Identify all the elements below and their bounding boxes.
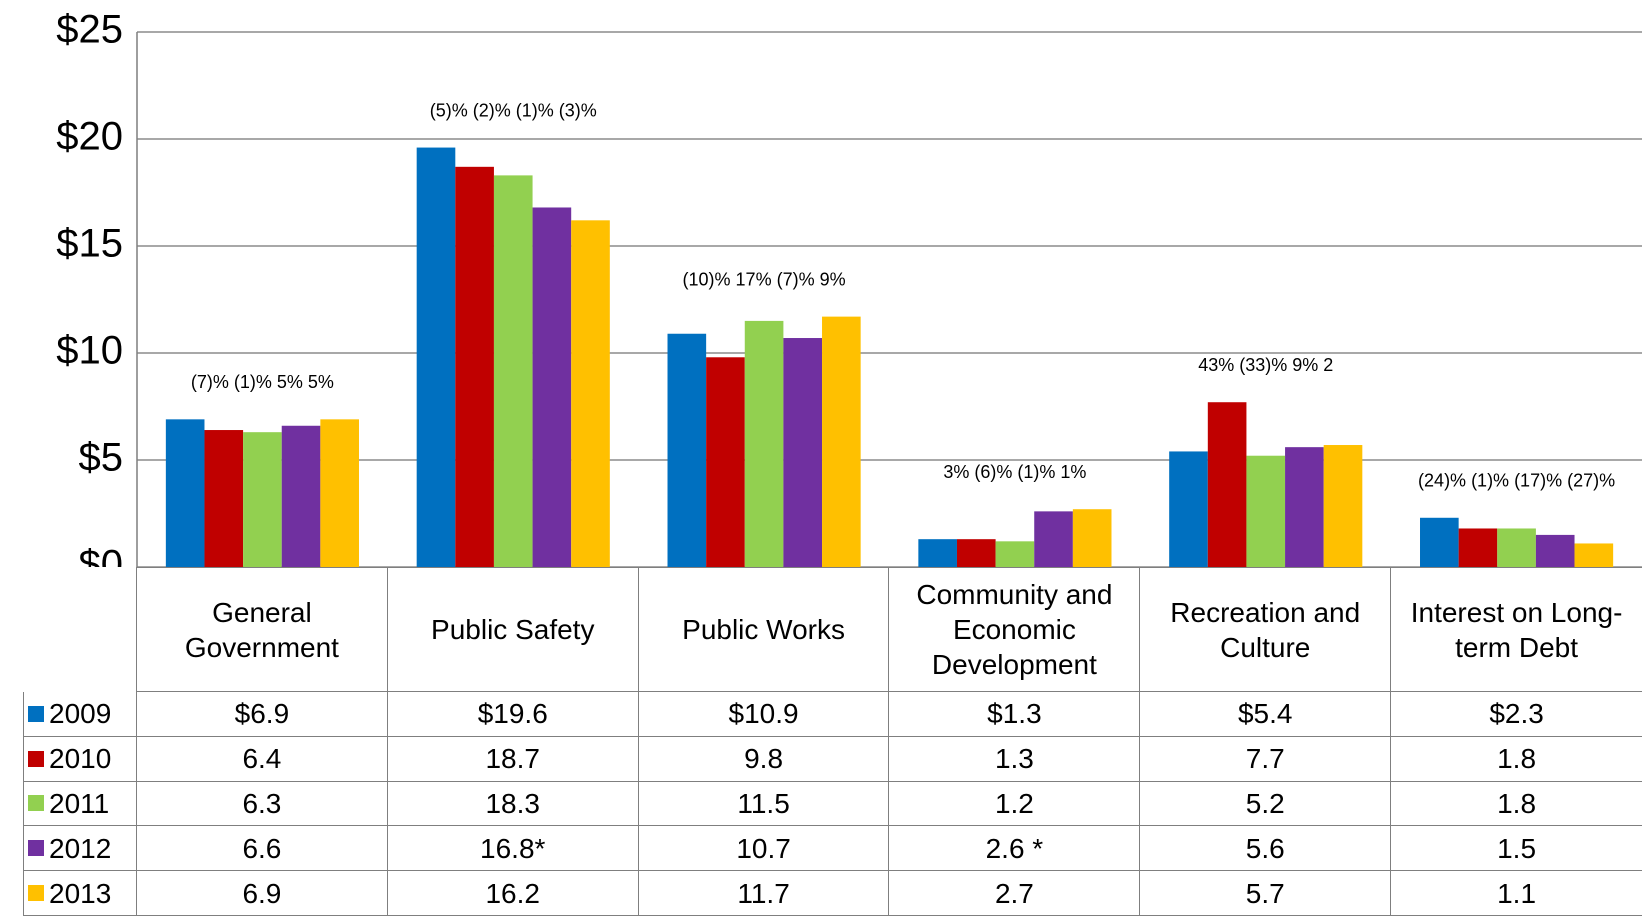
category-label: General Government (137, 567, 388, 692)
bar (1574, 543, 1614, 567)
table-value: 16.8* (387, 826, 639, 872)
legend-label: 2013 (49, 877, 112, 909)
table-value: 6.3 (137, 781, 388, 827)
table-value: $10.9 (638, 692, 890, 737)
table-value: $2.3 (1391, 692, 1642, 737)
change-annotation: 3% (6)% (1)% 1% (943, 462, 1086, 482)
table-value: 2.6 * (889, 826, 1141, 872)
bar (822, 316, 861, 567)
bar (165, 419, 205, 567)
bar (1285, 447, 1324, 567)
bar (1420, 517, 1459, 567)
y-tick-label: $15 (56, 222, 123, 266)
legend-cell: 2010 (23, 736, 137, 782)
table-value: $1.3 (889, 692, 1141, 737)
bar (320, 419, 359, 567)
bar (1169, 451, 1208, 567)
table-value: 1.3 (889, 736, 1141, 782)
y-tick-label: $25 (56, 8, 123, 52)
legend-label: 2009 (49, 698, 112, 730)
bar (532, 207, 572, 567)
y-tick-label: $0 (79, 543, 124, 567)
table-value: 18.3 (387, 781, 639, 827)
y-tick-label: $10 (56, 329, 123, 373)
bar (918, 539, 957, 567)
table-value: 5.2 (1140, 781, 1392, 827)
table-value: 1.5 (1391, 826, 1642, 872)
table-value: 16.2 (387, 871, 639, 916)
bar (204, 430, 244, 567)
bar (1246, 455, 1286, 567)
bar (995, 541, 1035, 567)
table-value: 10.7 (638, 826, 890, 872)
legend-cell: 2013 (23, 871, 137, 916)
table-value: 6.4 (137, 736, 388, 782)
bar (744, 320, 784, 567)
category-label: Public Works (638, 567, 890, 692)
table-value: 5.6 (1140, 826, 1392, 872)
table-value: 11.5 (638, 781, 890, 827)
table-value: 6.6 (137, 826, 388, 872)
category-label: Recreation and Culture (1140, 567, 1392, 692)
change-annotation: 43% (33)% 9% 2 (1198, 355, 1333, 375)
table-value: $5.4 (1140, 692, 1392, 737)
table-value: 6.9 (137, 871, 388, 916)
table-value: 2.7 (889, 871, 1141, 916)
bar (667, 333, 707, 567)
legend-swatch (28, 840, 44, 857)
change-annotation: (24)% (1)% (17)% (27)% (1418, 471, 1615, 491)
table-value: 5.7 (1140, 871, 1392, 916)
legend-label: 2012 (49, 832, 112, 864)
legend-cell: 2012 (23, 826, 137, 872)
category-label: Community and Economic Development (889, 567, 1141, 692)
blank-cell (0, 567, 137, 692)
bar (416, 147, 456, 567)
bar (455, 166, 494, 567)
change-annotation: (7)% (1)% 5% 5% (191, 372, 334, 392)
bar (1535, 534, 1575, 567)
table-value: 9.8 (638, 736, 890, 782)
change-annotation: (5)% (2)% (1)% (3)% (430, 100, 597, 120)
bar (493, 175, 533, 567)
legend-swatch (28, 795, 44, 812)
table-value: 7.7 (1140, 736, 1392, 782)
bar (1323, 445, 1363, 567)
chart: $0 $5 $10 $15 $20 $25 (7)% (1)% 5% 5% (5)% (2)%… (56, 8, 1642, 567)
bar (706, 357, 745, 567)
bar (243, 432, 282, 567)
y-tick-label: $20 (56, 115, 123, 159)
legend-label: 2010 (49, 743, 112, 775)
legend-cell: 2009 (23, 692, 137, 737)
table-value: $6.9 (137, 692, 388, 737)
bar (1497, 528, 1536, 567)
bar (1072, 509, 1112, 567)
legend-swatch (28, 750, 44, 767)
bar (783, 338, 823, 567)
change-annotation: (10)% 17% (7)% 9% (683, 269, 846, 289)
table-value: 1.8 (1391, 737, 1642, 782)
category-label: Public Safety (387, 567, 639, 692)
table-value: 18.7 (387, 736, 639, 782)
table-value: 1.2 (889, 781, 1141, 827)
data-table: General Government Public Safety Public Wo… (0, 567, 1642, 916)
table-value: 11.7 (638, 871, 890, 916)
legend-label: 2011 (49, 787, 110, 819)
bar (956, 539, 996, 567)
table-value: 1.8 (1391, 782, 1642, 827)
bar (281, 425, 321, 567)
legend-swatch (28, 885, 44, 902)
table-value: $19.6 (387, 692, 639, 737)
legend-swatch (28, 705, 44, 722)
bar (1034, 511, 1073, 567)
category-label: Interest on Long-term Debt (1391, 567, 1642, 692)
bar (1207, 402, 1247, 567)
bar (571, 220, 610, 567)
table-value: 1.1 (1391, 871, 1642, 916)
bar (1458, 528, 1498, 567)
legend-cell: 2011 (23, 781, 137, 827)
y-tick-label: $5 (79, 436, 124, 480)
